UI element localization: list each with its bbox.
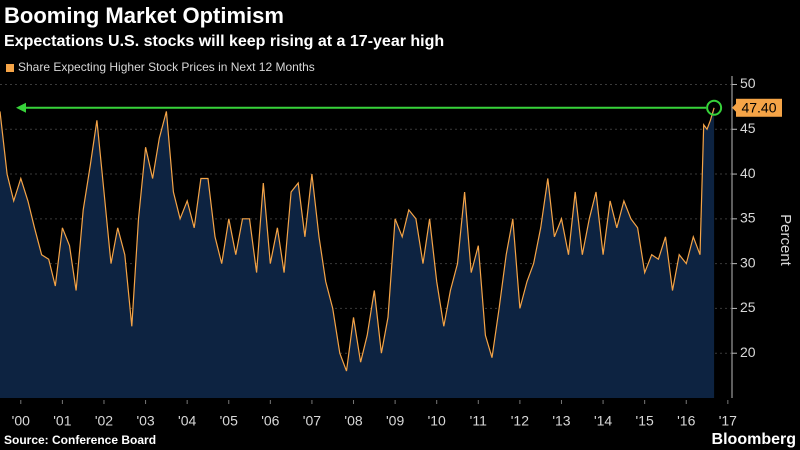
y-tick-label: 45 [740, 120, 756, 136]
x-tick-label: '05 [220, 413, 238, 429]
x-tick-label: '08 [344, 413, 362, 429]
x-tick-label: '17 [719, 413, 737, 429]
x-tick-label: '01 [53, 413, 71, 429]
x-tick-label: '12 [511, 413, 529, 429]
legend-swatch [6, 64, 14, 72]
x-tick-label: '14 [594, 413, 612, 429]
y-tick-label: 35 [740, 210, 756, 226]
x-tick-label: '07 [303, 413, 321, 429]
x-tick-label: '13 [552, 413, 570, 429]
plot: 20 25 30 35 40 45 50 47.40 '00 '01 '02 '03 '04 '05 '06… [0, 75, 782, 429]
y-tick-label: 20 [740, 344, 756, 360]
x-tick-label: '15 [636, 413, 654, 429]
chart-subtitle: Expectations U.S. stocks will keep risin… [4, 33, 444, 50]
chart-title: Booming Market Optimism [4, 3, 284, 28]
legend-label: Share Expecting Higher Stock Prices in N… [18, 60, 315, 74]
y-tick-label: 40 [740, 165, 756, 181]
x-tick-label: '06 [261, 413, 279, 429]
x-tick-label: '03 [136, 413, 154, 429]
value-label-pointer [732, 102, 737, 113]
x-tick-label: '10 [428, 413, 446, 429]
x-tick-label: '00 [12, 413, 30, 429]
x-tick-label: '09 [386, 413, 404, 429]
value-label-box [736, 98, 782, 117]
source: Source: Conference Board [4, 433, 156, 447]
brand: Bloomberg [712, 431, 796, 448]
y-tick-label: 30 [740, 254, 756, 270]
highlight-point [706, 99, 723, 116]
x-tick-label: '02 [95, 413, 113, 429]
y-tick-label: 25 [740, 299, 756, 315]
y-tick-label: 50 [740, 75, 756, 91]
value-label: 47.40 [741, 99, 776, 115]
arrow-head [16, 102, 26, 113]
y-axis-label: Percent [777, 214, 794, 267]
x-tick-label: '11 [470, 413, 487, 429]
line [0, 107, 715, 372]
area [0, 107, 715, 399]
x-tick-label: '16 [677, 413, 695, 429]
x-tick-label: '04 [178, 413, 196, 429]
